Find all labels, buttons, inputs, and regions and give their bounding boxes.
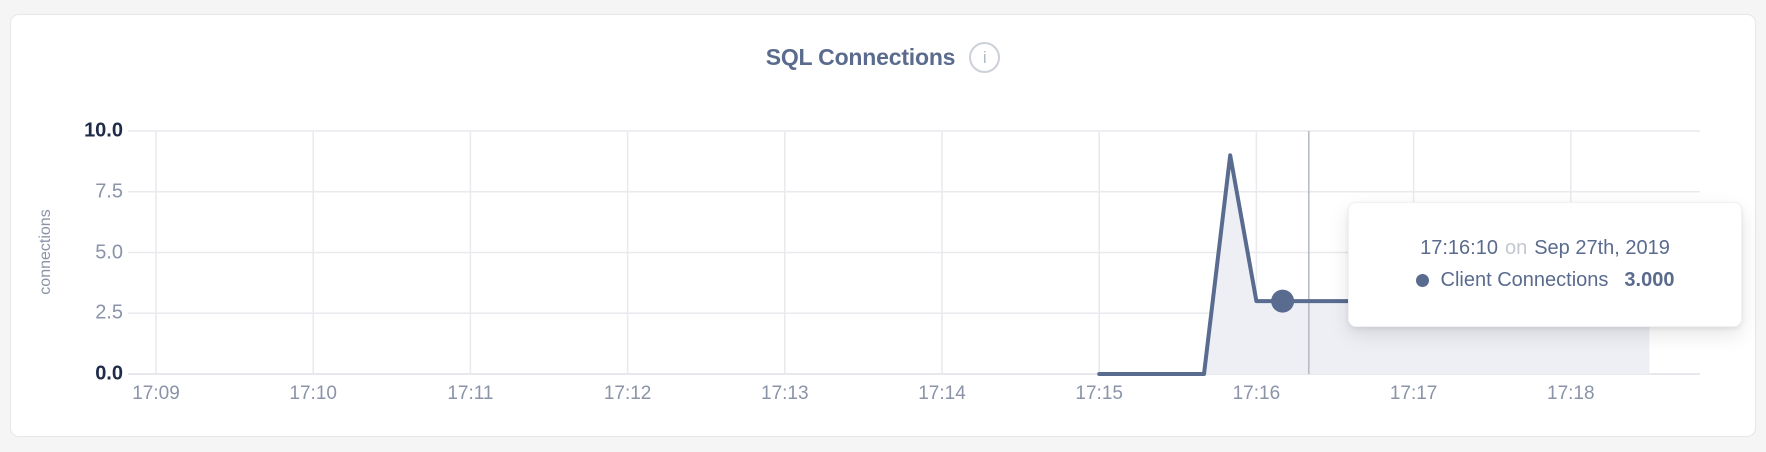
y-tick-label: 2.5 [95, 301, 123, 324]
tooltip-date: Sep 27th, 2019 [1534, 237, 1670, 259]
x-tick-label: 17:09 [132, 383, 180, 404]
tooltip-time: 17:16:10 [1420, 237, 1498, 259]
x-tick-label: 17:18 [1547, 383, 1595, 404]
tooltip-series-row: Client Connections 3.000 [1415, 269, 1675, 292]
x-tick-label: 17:13 [761, 383, 809, 404]
x-tick-label: 17:16 [1232, 383, 1281, 404]
x-tick-label: 17:10 [289, 383, 337, 404]
highlighted-point-dot[interactable] [1271, 289, 1295, 313]
tooltip-series-value: 3.000 [1624, 269, 1675, 291]
x-tick-label: 17:15 [1075, 383, 1123, 404]
tooltip-timestamp-row: 17:16:10 on Sep 27th, 2019 [1420, 237, 1670, 260]
y-tick-label: 10.0 [84, 119, 123, 142]
tooltip-series-label: Client Connections [1440, 269, 1609, 291]
info-icon[interactable]: i [969, 42, 1001, 73]
chart-title-row: SQL Connections i [0, 42, 1766, 73]
y-tick-label: 7.5 [95, 180, 123, 203]
tooltip-conjunction: on [1504, 237, 1528, 259]
x-tick-label: 17:17 [1389, 383, 1438, 404]
chart-title: SQL Connections [765, 44, 956, 70]
series-bullet-icon [1415, 274, 1429, 287]
x-tick-label: 17:11 [447, 383, 494, 404]
y-tick-label: 0.0 [95, 362, 123, 385]
x-tick-label: 17:14 [918, 383, 966, 404]
x-tick-label: 17:12 [603, 383, 652, 404]
chart-tooltip: 17:16:10 on Sep 27th, 2019 Client Connec… [1348, 202, 1742, 327]
y-tick-label: 5.0 [95, 241, 123, 263]
